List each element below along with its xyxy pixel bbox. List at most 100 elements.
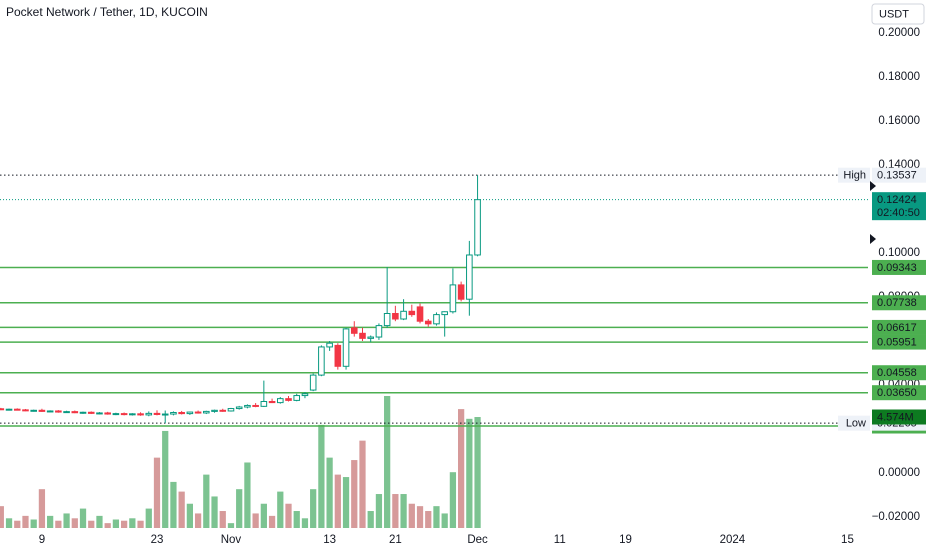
candle-body <box>383 313 391 327</box>
volume-bar <box>96 515 103 528</box>
candle-body <box>309 374 317 391</box>
candle-body <box>334 344 342 367</box>
currency-label[interactable]: USDT <box>879 8 909 20</box>
volume-bar <box>211 496 218 528</box>
volume-bar <box>79 508 87 528</box>
marker-value-bg <box>872 167 926 183</box>
candle-body <box>0 408 5 411</box>
candle-body <box>457 284 465 300</box>
volume-bar <box>400 494 407 528</box>
y-tick-label: 0.18000 <box>878 71 920 83</box>
candle-body <box>474 199 481 256</box>
scroll-arrow[interactable] <box>870 181 876 191</box>
level-label-bg <box>872 319 926 335</box>
volume-bar <box>384 396 391 528</box>
x-tick-label: 19 <box>619 534 632 546</box>
volume-bar <box>227 523 235 528</box>
candle-body <box>129 413 136 416</box>
volume-bar <box>38 489 46 528</box>
volume-bar <box>120 520 128 528</box>
scroll-arrow[interactable] <box>870 234 876 244</box>
volume-bar <box>433 506 440 528</box>
currency-box[interactable] <box>871 3 925 25</box>
candle-body <box>441 311 448 316</box>
volume-bar <box>285 503 292 528</box>
volume-bar <box>252 513 259 528</box>
candle-body <box>408 310 416 316</box>
level-label-bg <box>872 334 926 350</box>
candle-body <box>416 306 424 322</box>
level-label-bg <box>872 295 926 311</box>
volume-bar <box>277 491 284 528</box>
marker-name-bg <box>838 167 870 183</box>
volume-bar <box>145 508 152 528</box>
candle-body <box>367 336 375 339</box>
volume-bar <box>88 520 95 528</box>
volume-label-bg <box>872 409 926 425</box>
volume-bar <box>293 511 300 528</box>
candle-body <box>96 412 103 415</box>
candle-body <box>342 328 350 367</box>
volume-bar <box>0 506 4 528</box>
candle-body <box>63 411 70 414</box>
last-price-bg <box>872 192 926 221</box>
volume-bar <box>153 457 161 528</box>
marker-value: 0.13537 <box>877 170 917 182</box>
volume-bar <box>466 418 473 528</box>
volume-bar <box>260 503 267 528</box>
volume-bar <box>375 494 383 528</box>
volume-bar <box>236 489 243 528</box>
volume-bar <box>194 513 202 528</box>
volume-bar <box>458 409 465 528</box>
volume-bar <box>474 417 481 528</box>
volume-label: 4.574M <box>877 411 914 423</box>
candle-body <box>120 413 128 416</box>
x-tick-label: Nov <box>221 534 242 546</box>
candle-body <box>424 320 432 325</box>
candle-body <box>400 310 407 320</box>
candle-body <box>46 410 54 413</box>
level-label: 0.09343 <box>877 262 917 274</box>
candle-body <box>170 412 177 415</box>
level-label: 0.04558 <box>877 367 917 379</box>
candle-body <box>55 410 62 413</box>
volume-bar <box>30 519 37 528</box>
volume-bar <box>219 511 226 528</box>
x-tick-label: 13 <box>323 534 336 546</box>
candle-body <box>301 393 309 397</box>
candle-body <box>194 411 202 414</box>
candle-body <box>22 409 29 412</box>
x-tick-label: 21 <box>389 534 402 546</box>
volume-bar <box>14 520 21 528</box>
candle-body <box>285 398 292 401</box>
last-price-label: 0.12424 <box>877 194 917 206</box>
candle-body <box>219 409 227 412</box>
volume-bar <box>441 513 448 528</box>
candle-body <box>433 314 440 325</box>
level-label: 0.03650 <box>877 387 917 399</box>
candle-body <box>268 401 276 404</box>
volume-bar <box>71 518 78 528</box>
candle-body <box>375 325 383 338</box>
volume-bar <box>408 503 415 528</box>
candle-body <box>350 327 358 334</box>
x-tick-label: 23 <box>151 534 164 546</box>
candle-body <box>186 411 194 415</box>
countdown-label: 02:40:50 <box>877 207 920 219</box>
level-label: 0.05951 <box>877 336 917 348</box>
x-tick-label: 2024 <box>720 534 746 546</box>
candle-body <box>211 409 218 412</box>
volume-bar <box>5 518 13 528</box>
volume-bar <box>449 472 457 528</box>
candle-body <box>153 412 161 415</box>
volume-bar <box>112 519 120 528</box>
candle-body <box>244 404 251 408</box>
candle-body <box>359 332 366 339</box>
candle-body <box>392 313 399 320</box>
candle-body <box>104 412 111 415</box>
level-label-bg <box>872 365 926 381</box>
marker-name: Low <box>846 418 866 430</box>
y-tick-label: 0.16000 <box>878 115 920 127</box>
volume-bar <box>55 520 62 528</box>
volume-bar <box>162 430 169 528</box>
